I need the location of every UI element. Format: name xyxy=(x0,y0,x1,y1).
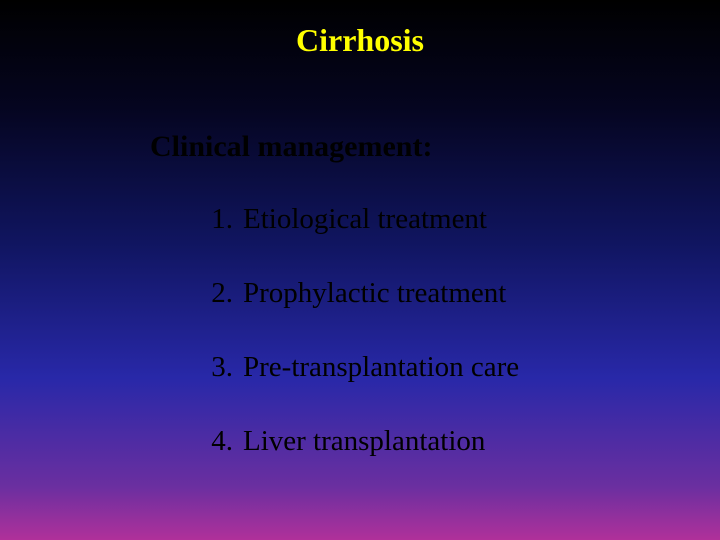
list-item: 3. Pre-transplantation care xyxy=(205,351,519,384)
slide: Cirrhosis Clinical management: 1. Etiolog… xyxy=(0,0,720,540)
list-item-text: Liver transplantation xyxy=(243,425,485,458)
list-item-number: 2. xyxy=(205,277,233,310)
list-item-text: Etiological treatment xyxy=(243,203,487,236)
list-item: 1. Etiological treatment xyxy=(205,203,487,236)
list-item: 4. Liver transplantation xyxy=(205,425,485,458)
list-item-number: 1. xyxy=(205,203,233,236)
slide-subtitle: Clinical management: xyxy=(150,130,432,164)
list-item-text: Pre-transplantation care xyxy=(243,351,519,384)
slide-title: Cirrhosis xyxy=(0,22,720,59)
list-item-number: 3. xyxy=(205,351,233,384)
list-item: 2. Prophylactic treatment xyxy=(205,277,506,310)
list-item-number: 4. xyxy=(205,425,233,458)
list-item-text: Prophylactic treatment xyxy=(243,277,506,310)
